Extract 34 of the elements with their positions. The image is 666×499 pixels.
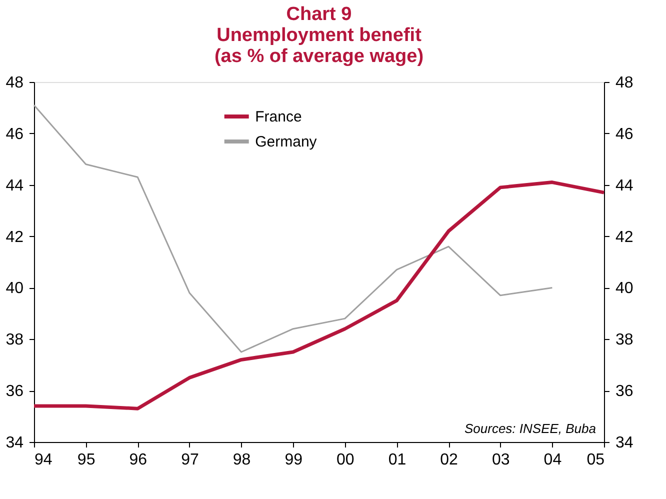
- y-tick-label: 42: [6, 228, 24, 246]
- x-tick-label: 99: [284, 452, 303, 468]
- x-tick-label: 94: [34, 452, 52, 468]
- x-tick-label: 98: [232, 452, 251, 468]
- line-series: [32, 180, 606, 410]
- y2-tick-label: 44: [616, 177, 634, 194]
- chart-title: Chart 9 Unemployment benefit (as % of average wage): [214, 4, 424, 67]
- y2-tick-label: 48: [616, 74, 634, 92]
- x-tick-label: 01: [388, 452, 406, 468]
- x-tick-label: 04: [544, 452, 562, 468]
- y2-tick-label: 38: [616, 332, 634, 349]
- y2-tick-label: 36: [616, 383, 634, 400]
- y2-tick-label: 40: [616, 280, 634, 298]
- y-tick-label: 38: [6, 332, 24, 349]
- y-tick-label: 36: [6, 383, 24, 400]
- x-tick-label: 96: [129, 452, 148, 468]
- x-tick-label: 97: [181, 452, 199, 468]
- y-tick-label: 44: [6, 177, 24, 194]
- y2-tick-label: 42: [616, 228, 634, 246]
- y2-tick-label: 46: [616, 126, 634, 143]
- x-tick-label: 02: [440, 452, 458, 468]
- y-tick-label: 48: [6, 74, 24, 92]
- x-tick-label: 05: [586, 452, 605, 468]
- annotation: Sources: INSEE, Buba: [464, 421, 596, 436]
- line-series: [33, 104, 553, 353]
- x-tick-label: 00: [336, 452, 354, 468]
- y-tick-label: 46: [6, 126, 24, 143]
- legend-label: France: [255, 108, 302, 126]
- legend-label: Germany: [255, 134, 318, 150]
- x-tick-label: 03: [492, 452, 510, 468]
- x-tick-label: 95: [77, 452, 96, 468]
- y2-tick-label: 34: [616, 434, 634, 452]
- y-tick-label: 34: [6, 434, 24, 452]
- y-tick-label: 40: [6, 280, 24, 298]
